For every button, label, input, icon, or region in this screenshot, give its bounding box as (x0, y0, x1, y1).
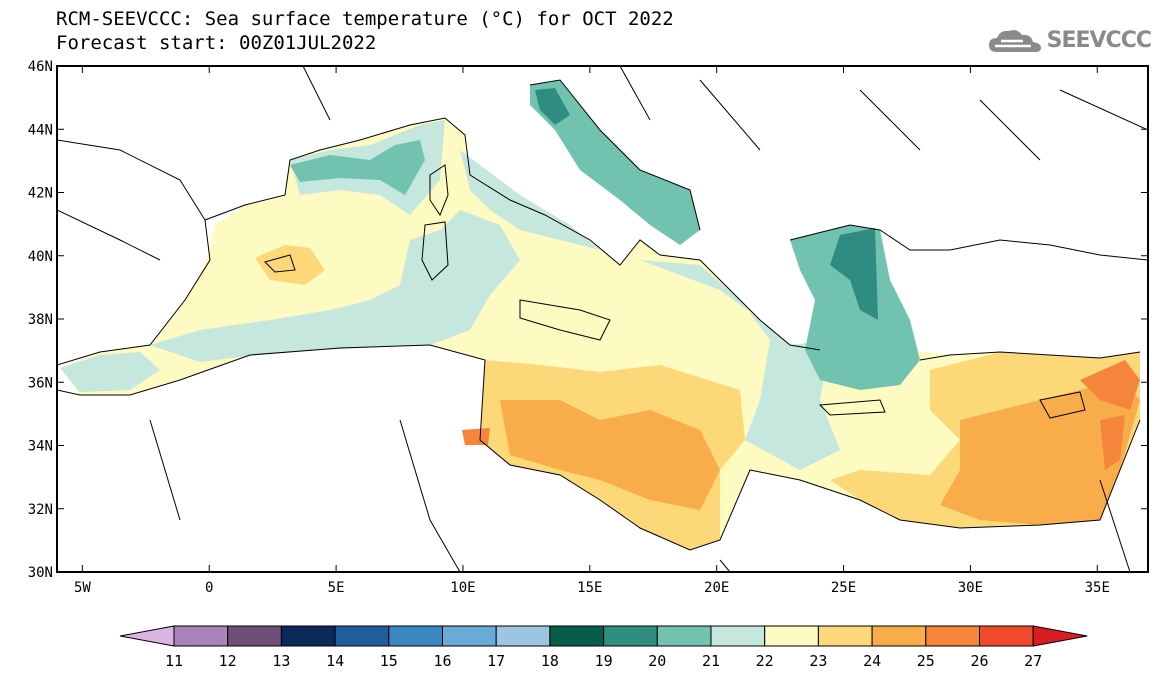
colorbar-label: 16 (433, 652, 451, 670)
colorbar-swatch (549, 625, 605, 647)
colorbar-swatch (979, 625, 1034, 647)
y-tick-label: 44N (28, 122, 53, 138)
x-tick-label: 10E (450, 580, 475, 596)
colorbar: 11 12 13 14 15 16 17 18 19 20 21 22 23 24 25 26 27 (119, 625, 1088, 670)
colorbar-swatch (442, 625, 497, 647)
colorbar-swatch (817, 625, 873, 647)
colorbar-high-arrow (1032, 625, 1088, 647)
colorbar-label: 22 (756, 652, 774, 670)
coastlines (57, 66, 1148, 572)
y-tick-label: 42N (28, 186, 53, 202)
x-tick-label: 0 (205, 580, 213, 596)
colorbar-label: 18 (541, 652, 559, 670)
colorbar-label: 24 (863, 652, 881, 670)
y-axis: 46N 44N 42N 40N 38N 36N 34N 32N 30N (28, 59, 1148, 581)
y-tick-label: 30N (28, 565, 53, 581)
colorbar-label: 25 (917, 652, 935, 670)
y-tick-label: 40N (28, 249, 53, 265)
colorbar-swatch (227, 625, 282, 647)
colorbar-swatch (173, 625, 229, 647)
x-tick-label: 20E (704, 580, 729, 596)
colorbar-swatch (710, 625, 766, 647)
y-tick-label: 36N (28, 375, 53, 391)
colorbar-swatch (925, 625, 980, 647)
colorbar-label: 12 (219, 652, 237, 670)
y-tick-label: 32N (28, 502, 53, 518)
x-tick-label: 35E (1085, 580, 1110, 596)
colorbar-label: 15 (380, 652, 398, 670)
y-tick-label: 38N (28, 312, 53, 328)
logo-text: SEEVCCC (1046, 27, 1152, 53)
colorbar-label: 23 (809, 652, 827, 670)
seevccc-logo: SEEVCCC (987, 26, 1152, 54)
colorbar-swatch (871, 625, 927, 647)
colorbar-swatch (388, 625, 443, 647)
colorbar-label: 17 (487, 652, 505, 670)
cloud-icon (988, 30, 1041, 52)
colorbar-swatch (603, 625, 658, 647)
colorbar-low-arrow (119, 625, 175, 647)
x-tick-label: 15E (577, 580, 602, 596)
x-tick-label: 5E (328, 580, 345, 596)
sst-field (60, 80, 1140, 550)
colorbar-swatch (280, 625, 336, 647)
colorbar-label: 27 (1024, 652, 1042, 670)
colorbar-label: 11 (165, 652, 183, 670)
colorbar-label: 13 (272, 652, 290, 670)
x-tick-label: 5W (74, 580, 91, 596)
forecast-start-label: Forecast start: 00Z01JUL2022 (56, 32, 377, 54)
colorbar-label: 26 (970, 652, 988, 670)
colorbar-label: 19 (595, 652, 613, 670)
colorbar-swatch (495, 625, 551, 647)
colorbar-label: 20 (648, 652, 666, 670)
colorbar-swatch (656, 625, 712, 647)
x-tick-label: 30E (958, 580, 983, 596)
colorbar-swatch (334, 625, 390, 647)
x-axis: 5W 0 5E 10E 15E 20E 25E 30E 35E (74, 66, 1110, 596)
y-tick-label: 46N (28, 59, 53, 75)
colorbar-label: 21 (702, 652, 720, 670)
colorbar-label: 14 (326, 652, 344, 670)
x-tick-label: 25E (831, 580, 856, 596)
map-title: RCM-SEEVCCC: Sea surface temperature (°C… (56, 8, 674, 30)
y-tick-label: 34N (28, 439, 53, 455)
colorbar-swatch (764, 625, 819, 647)
